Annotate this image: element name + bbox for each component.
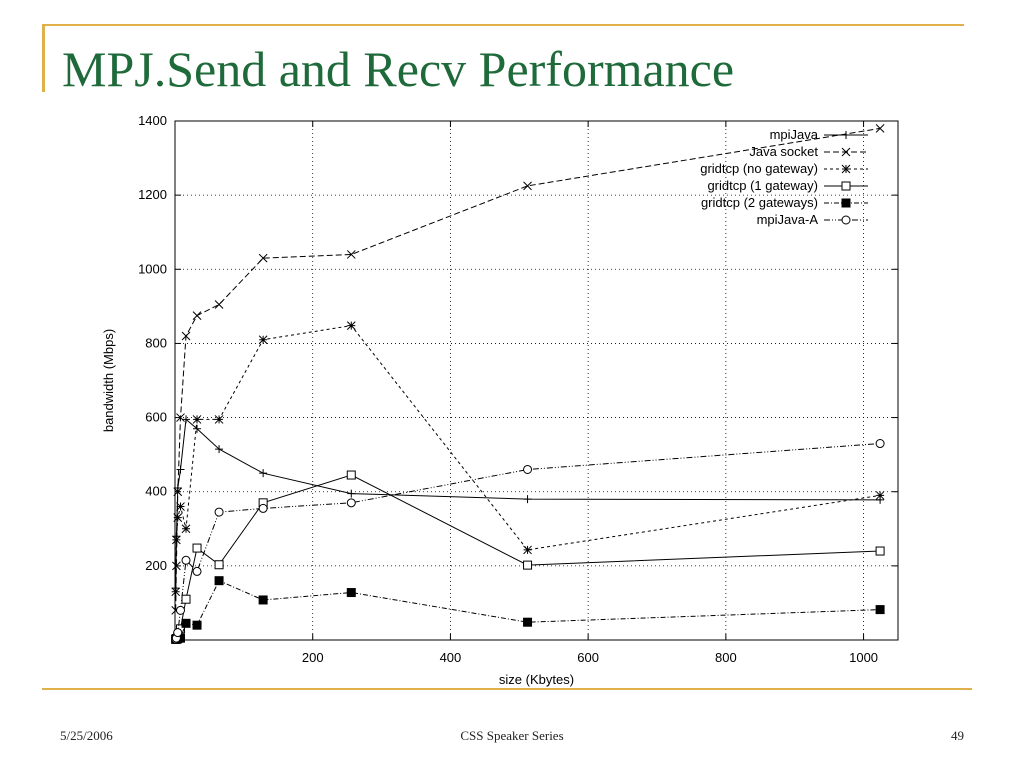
legend-marker [841,215,851,225]
tick-label-x: 800 [715,650,737,665]
data-point [347,489,356,498]
legend-label: Java socket [749,144,818,159]
data-point [192,415,202,424]
data-point [193,424,202,433]
data-point [173,513,183,523]
data-point [523,617,533,627]
tick-label-y: 1200 [138,187,167,202]
data-point [181,594,191,604]
data-point [346,588,356,598]
data-point [214,507,224,517]
data-point [181,618,191,628]
data-point [523,464,533,474]
legend-marker [841,164,851,174]
bandwidth-chart: 200 400 600 800 1000 200 400 600 800 1000 1200 1400… [101,113,899,687]
tick-label-x: 200 [302,650,324,665]
data-point [259,469,268,478]
data-point [523,181,532,191]
data-point [214,415,224,424]
legend-label: gridtcp (1 gateway) [707,178,818,193]
slide-title: MPJ.Send and Recv Performance [62,41,735,97]
data-point [875,605,885,615]
data-point [875,546,885,556]
legend-label: gridtcp (no gateway) [700,161,818,176]
y-axis-label: bandwidth (Mbps) [101,329,116,432]
data-point [258,253,268,263]
tick-label-x: 400 [440,650,462,665]
legend-label: gridtcp (2 gateways) [701,195,818,210]
footer-page-number: 49 [951,728,964,743]
tick-label-x: 1000 [849,650,878,665]
data-point [214,560,224,570]
tick-label-y: 800 [145,335,167,350]
data-point [215,445,224,454]
data-point [181,524,191,534]
series-5 [171,439,885,644]
tick-label-y: 200 [145,558,167,573]
series-2 [171,321,885,597]
data-point [181,331,191,341]
legend: mpiJava Java socket gridtcp (no gateway) gr… [700,127,868,227]
legend-marker [841,181,851,191]
tick-label-y: 1000 [138,261,167,276]
data-point [176,413,185,422]
data-point [214,300,224,309]
data-point [192,543,202,553]
legend-marker [842,131,850,139]
data-point [875,124,885,133]
data-point [181,555,191,565]
data-point [176,605,186,615]
data-point [192,566,202,576]
data-point [176,465,185,474]
data-point [182,415,191,424]
data-point [346,470,356,480]
data-point [172,535,181,545]
legend-marker [841,198,851,208]
slide-left-accent [42,24,45,92]
data-point [176,502,185,511]
slide-bottom-rule [42,688,972,690]
data-point [192,620,202,630]
data-point [192,311,202,320]
data-point [214,576,224,586]
legend-marker [841,147,851,157]
footer-date: 5/25/2006 [60,728,113,743]
x-axis-label: size (Kbytes) [499,672,574,687]
data-point [875,491,885,500]
data-point [173,487,183,497]
data-point [346,498,356,508]
data-point [875,439,885,449]
tick-label-y: 400 [145,484,167,499]
data-point [173,628,183,638]
data-point [258,503,268,513]
data-point [171,587,181,597]
slide-top-rule [42,24,964,26]
tick-label-y: 600 [145,410,167,425]
data-point [258,595,268,605]
footer-event: CSS Speaker Series [460,728,564,743]
data-point [258,335,268,345]
plot-frame [174,120,899,641]
data-point [346,250,356,259]
tick-label-y: 1400 [138,113,167,128]
data-point [346,321,356,330]
data-point [523,560,533,570]
data-point [523,495,532,504]
tick-label-x: 600 [577,650,599,665]
legend-label: mpiJava [770,127,819,142]
data-point [523,545,532,555]
legend-label: mpiJava-A [757,212,819,227]
